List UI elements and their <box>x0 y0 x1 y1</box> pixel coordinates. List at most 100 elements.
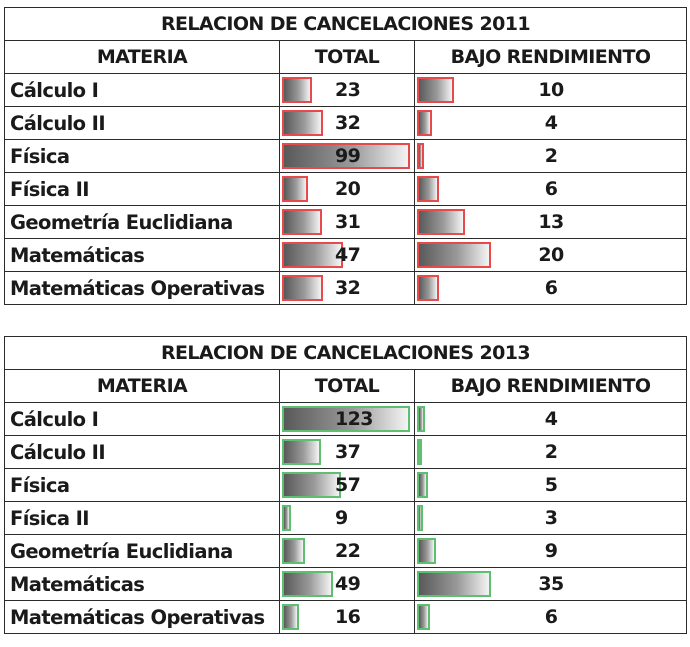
total-data-bar <box>282 242 343 268</box>
total-value: 32 <box>335 112 361 134</box>
bajo-rendimiento-value: 3 <box>544 507 558 529</box>
bajo-rendimiento-cell: 35 <box>414 567 687 601</box>
bajo-rendimiento-data-bar <box>417 571 491 597</box>
total-data-bar <box>282 604 299 630</box>
bajo-rendimiento-cell: 5 <box>414 468 687 502</box>
bajo-rendimiento-cell: 6 <box>414 271 687 305</box>
total-cell: 47 <box>279 238 415 272</box>
bajo-rendimiento-data-bar <box>417 406 426 432</box>
bajo-rendimiento-cell: 6 <box>414 600 687 634</box>
bajo-rendimiento-data-bar <box>417 143 425 169</box>
header-bajo-rendimiento: BAJO RENDIMIENTO <box>414 40 687 74</box>
bajo-rendimiento-cell: 6 <box>414 172 687 206</box>
bajo-rendimiento-value: 5 <box>544 474 558 496</box>
materia-cell: Cálculo II <box>4 106 280 140</box>
total-value: 23 <box>335 79 361 101</box>
bajo-rendimiento-data-bar <box>417 604 430 630</box>
total-value: 20 <box>335 178 361 200</box>
total-data-bar <box>282 143 410 169</box>
materia-cell: Matemáticas <box>4 238 280 272</box>
header-bajo-rendimiento: BAJO RENDIMIENTO <box>414 369 687 403</box>
materia-cell: Geometría Euclidiana <box>4 205 280 239</box>
cancelaciones-2013-table: RELACION DE CANCELACIONES 2013 MATERIA T… <box>4 336 687 634</box>
bajo-rendimiento-cell: 13 <box>414 205 687 239</box>
bajo-rendimiento-cell: 4 <box>414 106 687 140</box>
total-cell: 32 <box>279 271 415 305</box>
total-cell: 32 <box>279 106 415 140</box>
materia-cell: Matemáticas <box>4 567 280 601</box>
total-cell: 23 <box>279 73 415 107</box>
materia-cell: Cálculo II <box>4 435 280 469</box>
table-row: Matemáticas Operativas 32 6 <box>4 271 687 305</box>
header-materia: MATERIA <box>4 40 280 74</box>
total-data-bar <box>282 110 324 136</box>
total-data-bar <box>282 538 305 564</box>
cancelaciones-2011-table: RELACION DE CANCELACIONES 2011 MATERIA T… <box>4 7 687 305</box>
materia-cell: Cálculo I <box>4 402 280 436</box>
header-total: TOTAL <box>279 369 415 403</box>
table-row: Física II 20 6 <box>4 172 687 206</box>
materia-cell: Matemáticas Operativas <box>4 600 280 634</box>
materia-cell: Física <box>4 139 280 173</box>
bajo-rendimiento-value: 2 <box>544 145 558 167</box>
total-data-bar <box>282 176 308 202</box>
bajo-rendimiento-data-bar <box>417 505 424 531</box>
header-total: TOTAL <box>279 40 415 74</box>
total-cell: 123 <box>279 402 415 436</box>
materia-cell: Geometría Euclidiana <box>4 534 280 568</box>
materia-cell: Matemáticas Operativas <box>4 271 280 305</box>
bajo-rendimiento-data-bar <box>417 77 454 103</box>
total-value: 47 <box>335 244 361 266</box>
total-value: 37 <box>335 441 361 463</box>
total-cell: 20 <box>279 172 415 206</box>
bajo-rendimiento-data-bar <box>417 209 466 235</box>
total-data-bar <box>282 275 324 301</box>
bajo-rendimiento-value: 4 <box>544 408 558 430</box>
header-materia: MATERIA <box>4 369 280 403</box>
total-data-bar <box>282 472 342 498</box>
bajo-rendimiento-data-bar <box>417 242 491 268</box>
total-value: 22 <box>335 540 361 562</box>
total-cell: 22 <box>279 534 415 568</box>
total-data-bar <box>282 77 312 103</box>
bajo-rendimiento-cell: 2 <box>414 435 687 469</box>
table-row: Matemáticas Operativas 16 6 <box>4 600 687 634</box>
bajo-rendimiento-data-bar <box>417 275 440 301</box>
bajo-rendimiento-cell: 20 <box>414 238 687 272</box>
materia-cell: Física II <box>4 501 280 535</box>
total-cell: 99 <box>279 139 415 173</box>
materia-cell: Física II <box>4 172 280 206</box>
bajo-rendimiento-value: 35 <box>538 573 564 595</box>
total-value: 123 <box>335 408 373 430</box>
bajo-rendimiento-data-bar <box>417 538 437 564</box>
table-row: Física 99 2 <box>4 139 687 173</box>
total-value: 31 <box>335 211 361 233</box>
materia-cell: Física <box>4 468 280 502</box>
bajo-rendimiento-data-bar <box>417 110 432 136</box>
bajo-rendimiento-data-bar <box>417 472 428 498</box>
bajo-rendimiento-value: 13 <box>538 211 564 233</box>
bajo-rendimiento-data-bar <box>417 176 440 202</box>
total-value: 9 <box>335 507 348 529</box>
total-cell: 9 <box>279 501 415 535</box>
total-value: 57 <box>335 474 361 496</box>
total-value: 49 <box>335 573 361 595</box>
bajo-rendimiento-value: 6 <box>544 178 558 200</box>
total-data-bar <box>282 571 333 597</box>
table-row: Matemáticas 47 20 <box>4 238 687 272</box>
total-value: 32 <box>335 277 361 299</box>
bajo-rendimiento-value: 6 <box>544 277 558 299</box>
materia-cell: Cálculo I <box>4 73 280 107</box>
table-row: Geometría Euclidiana 22 9 <box>4 534 687 568</box>
total-value: 99 <box>335 145 361 167</box>
bajo-rendimiento-value: 6 <box>544 606 558 628</box>
table-row: Geometría Euclidiana 31 13 <box>4 205 687 239</box>
total-cell: 57 <box>279 468 415 502</box>
table-row: Cálculo I 123 4 <box>4 402 687 436</box>
table-row: Cálculo I 23 10 <box>4 73 687 107</box>
table-row: Física II 9 3 <box>4 501 687 535</box>
total-cell: 49 <box>279 567 415 601</box>
bajo-rendimiento-cell: 9 <box>414 534 687 568</box>
table-title: RELACION DE CANCELACIONES 2011 <box>4 7 687 41</box>
table-title: RELACION DE CANCELACIONES 2013 <box>4 336 687 370</box>
